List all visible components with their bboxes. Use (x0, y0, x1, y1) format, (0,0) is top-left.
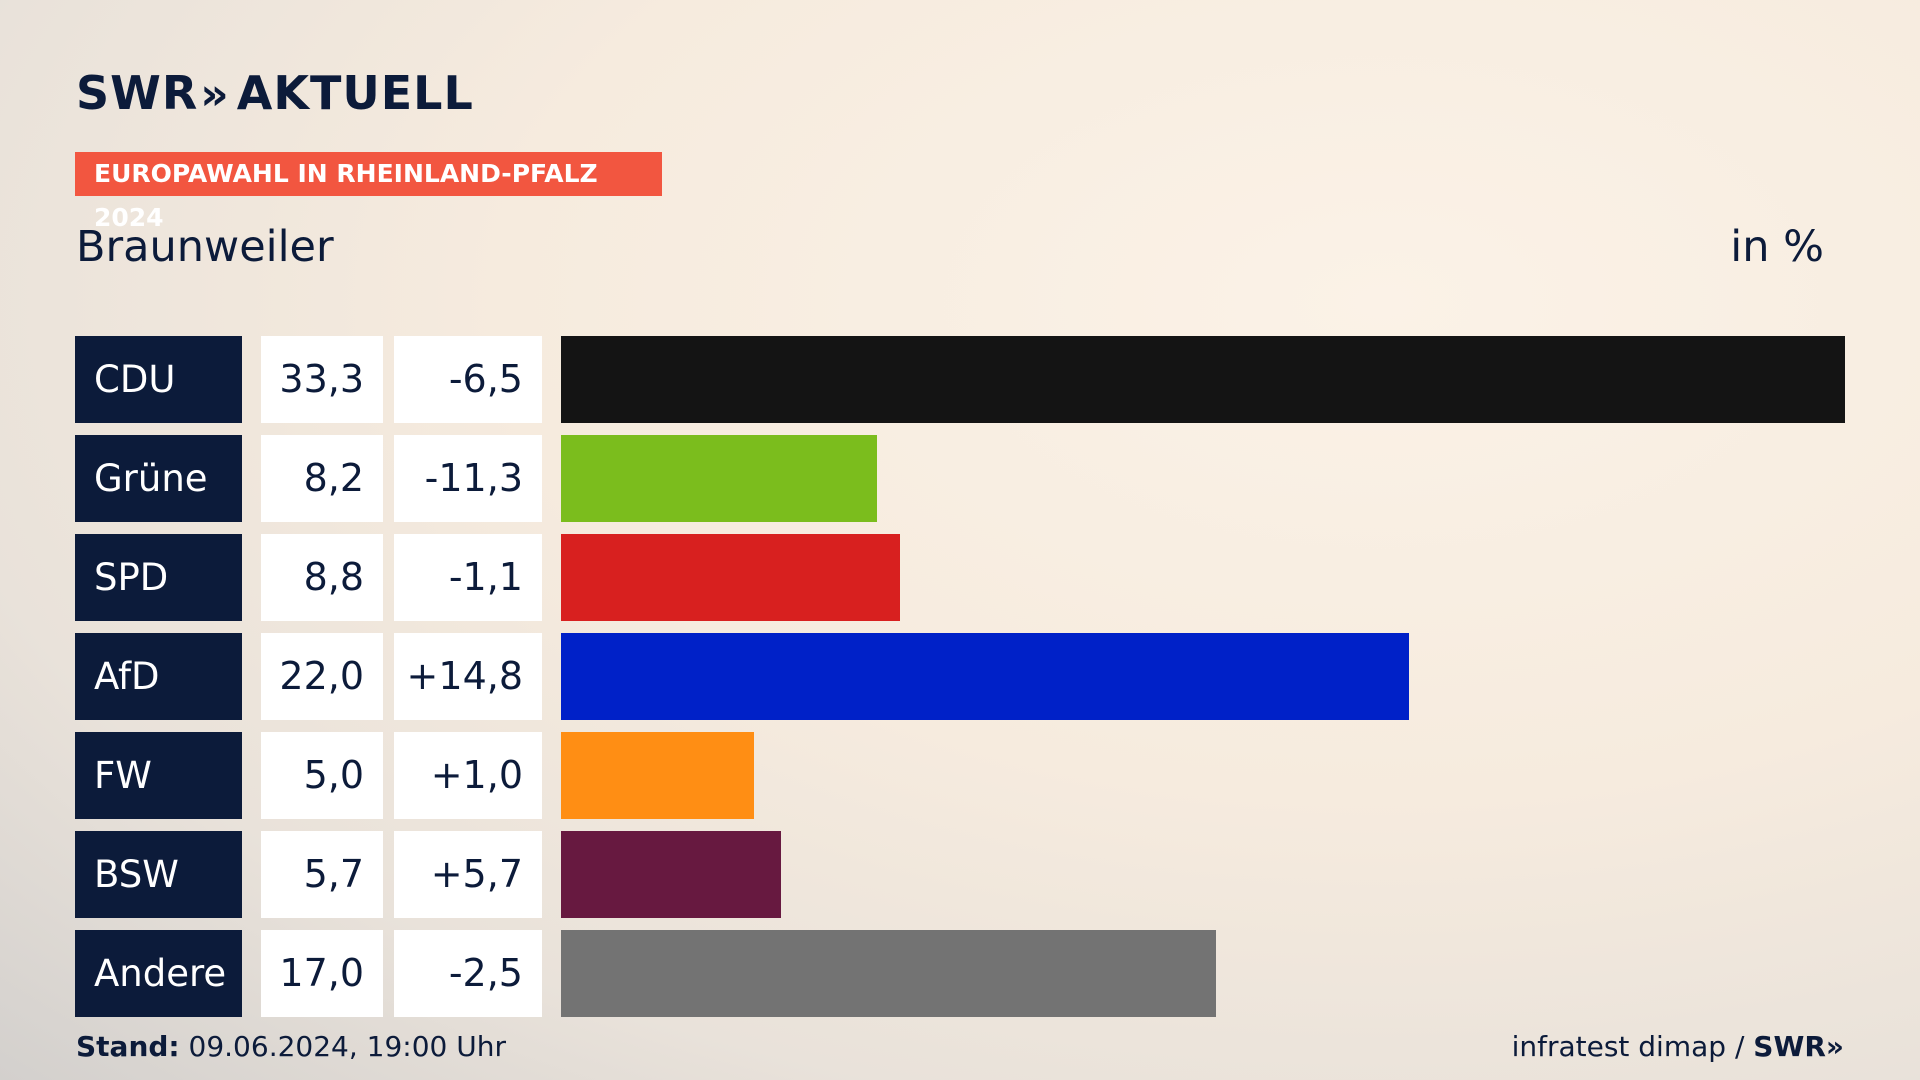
source-label: infratest dimap / (1511, 1030, 1745, 1063)
party-value: 5,7 (261, 831, 383, 918)
party-bar (561, 336, 1845, 423)
party-change: +5,7 (394, 831, 542, 918)
place-title: Braunweiler (76, 222, 334, 272)
party-bar (561, 930, 1216, 1017)
party-row: SPD 8,8 -1,1 (75, 534, 1845, 621)
party-row: FW 5,0 +1,0 (75, 732, 1845, 819)
party-bar (561, 435, 877, 522)
stand-value: 09.06.2024, 19:00 Uhr (188, 1030, 506, 1063)
party-name: SPD (75, 534, 242, 621)
party-bar (561, 534, 900, 621)
party-value: 33,3 (261, 336, 383, 423)
party-value: 8,2 (261, 435, 383, 522)
party-value: 8,8 (261, 534, 383, 621)
party-change: +14,8 (394, 633, 542, 720)
party-change: -2,5 (394, 930, 542, 1017)
party-row: AfD 22,0 +14,8 (75, 633, 1845, 720)
stand-label: Stand: (76, 1030, 180, 1063)
party-bar (561, 831, 781, 918)
party-bar (561, 633, 1409, 720)
election-tag: EUROPAWAHL IN RHEINLAND-PFALZ 2024 (75, 152, 662, 232)
party-row: Andere 17,0 -2,5 (75, 930, 1845, 1017)
party-change: +1,0 (394, 732, 542, 819)
unit-label: in % (1730, 222, 1824, 272)
footer-source: infratest dimap / SWR» (1512, 1030, 1844, 1063)
party-name: AfD (75, 633, 242, 720)
logo-aktuell: AKTUELL (236, 66, 474, 120)
party-bar (561, 732, 754, 819)
party-value: 17,0 (261, 930, 383, 1017)
party-change: -11,3 (394, 435, 542, 522)
footer-stand: Stand: 09.06.2024, 19:00 Uhr (76, 1030, 506, 1063)
party-name: Grüne (75, 435, 242, 522)
party-row: BSW 5,7 +5,7 (75, 831, 1845, 918)
party-name: BSW (75, 831, 242, 918)
party-value: 5,0 (261, 732, 383, 819)
party-name: Andere (75, 930, 242, 1017)
swr-logo-small: SWR» (1753, 1030, 1844, 1063)
party-name: FW (75, 732, 242, 819)
party-row: Grüne 8,2 -11,3 (75, 435, 1845, 522)
logo-swr: SWR (76, 66, 199, 120)
swr-aktuell-logo: SWR» AKTUELL (76, 66, 474, 120)
party-change: -6,5 (394, 336, 542, 423)
logo-chevron-icon: » (200, 69, 229, 120)
party-row: CDU 33,3 -6,5 (75, 336, 1845, 423)
party-change: -1,1 (394, 534, 542, 621)
party-value: 22,0 (261, 633, 383, 720)
party-name: CDU (75, 336, 242, 423)
